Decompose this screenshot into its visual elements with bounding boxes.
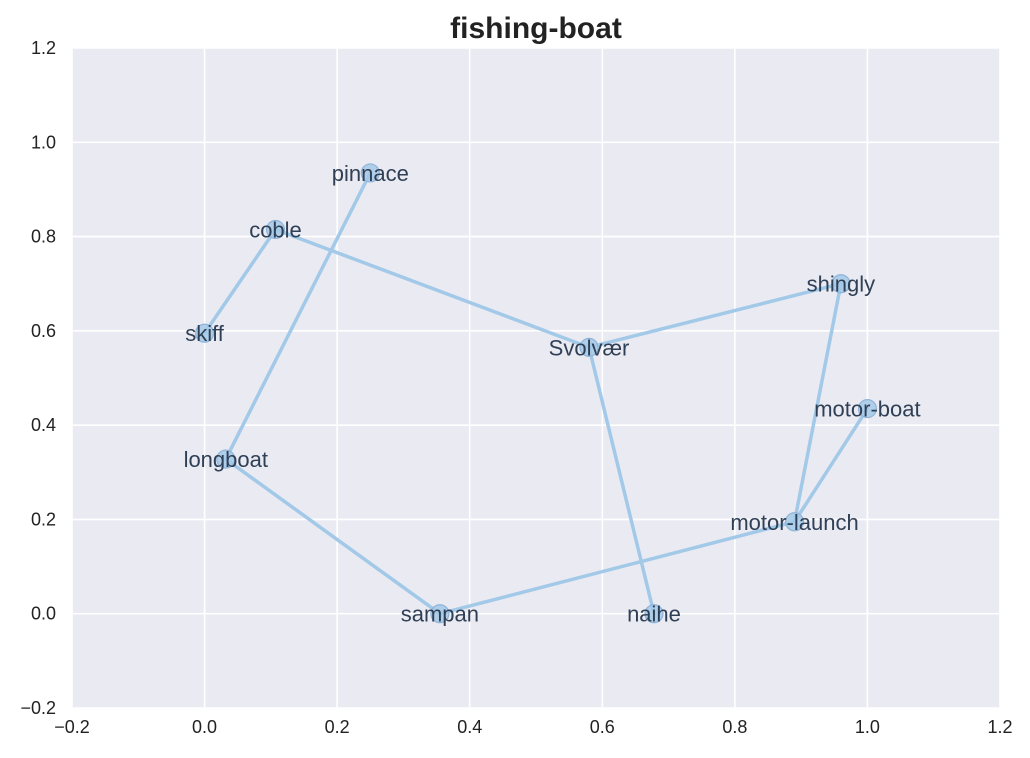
edge-line xyxy=(792,406,870,524)
point-label: motor-boat xyxy=(814,397,920,422)
point-marker xyxy=(579,337,599,357)
y-tick-label: 0.0 xyxy=(31,604,56,624)
point-label: Svolvær xyxy=(549,335,630,360)
x-tick-label: −0.2 xyxy=(54,717,90,737)
edge-line xyxy=(587,281,843,350)
edges xyxy=(202,171,870,616)
point-marker xyxy=(857,399,878,419)
point-marker xyxy=(784,512,805,532)
point-label: motor-launch xyxy=(730,510,858,535)
point-label: skiff xyxy=(185,321,225,346)
x-tick-label: 1.2 xyxy=(987,717,1012,737)
y-tick-label: 0.2 xyxy=(31,509,56,529)
edge-line xyxy=(202,227,278,335)
x-tick-label: 0.6 xyxy=(590,717,615,737)
edge-line xyxy=(792,281,843,524)
point-label: longboat xyxy=(184,447,268,472)
edge-line xyxy=(438,520,797,616)
grid xyxy=(71,47,1001,709)
edge-line xyxy=(273,227,591,350)
y-tick-label: 1.2 xyxy=(31,38,56,58)
points xyxy=(194,163,878,624)
point-marker xyxy=(265,219,286,240)
edge-line xyxy=(224,457,442,616)
point-marker xyxy=(216,449,236,469)
point-labels: pinnace coble skiff Svolvær shingly motor-boa… xyxy=(184,161,921,627)
edge-line xyxy=(224,171,373,461)
point-marker xyxy=(194,323,215,343)
x-tick-label: 0.2 xyxy=(325,717,350,737)
x-tick-label: 1.0 xyxy=(855,717,880,737)
point-label: coble xyxy=(249,218,302,243)
y-tick-label: 0.6 xyxy=(31,321,56,341)
x-tick-label: 0.4 xyxy=(457,717,482,737)
x-tick-label: 0.8 xyxy=(722,717,747,737)
point-label: shingly xyxy=(807,272,875,297)
edge-line xyxy=(587,345,656,616)
point-label: sampan xyxy=(401,602,479,627)
tick-labels: −0.2 0.0 0.2 0.4 0.6 0.8 1.0 1.2 −0.2 0.0 0.2 0.4 0.… xyxy=(20,38,1012,737)
plot-background xyxy=(72,48,1000,708)
point-marker xyxy=(831,274,851,294)
point-marker xyxy=(644,604,664,624)
y-tick-label: −0.2 xyxy=(20,698,56,718)
point-label: naihe xyxy=(627,602,681,627)
x-tick-label: 0.0 xyxy=(192,717,217,737)
y-tick-label: 0.8 xyxy=(31,227,56,247)
point-marker xyxy=(360,163,380,183)
point-label: pinnace xyxy=(332,161,409,186)
chart-title: fishing-boat xyxy=(450,12,622,45)
y-tick-label: 1.0 xyxy=(31,132,56,152)
point-marker xyxy=(430,604,450,624)
y-tick-label: 0.4 xyxy=(31,415,56,435)
